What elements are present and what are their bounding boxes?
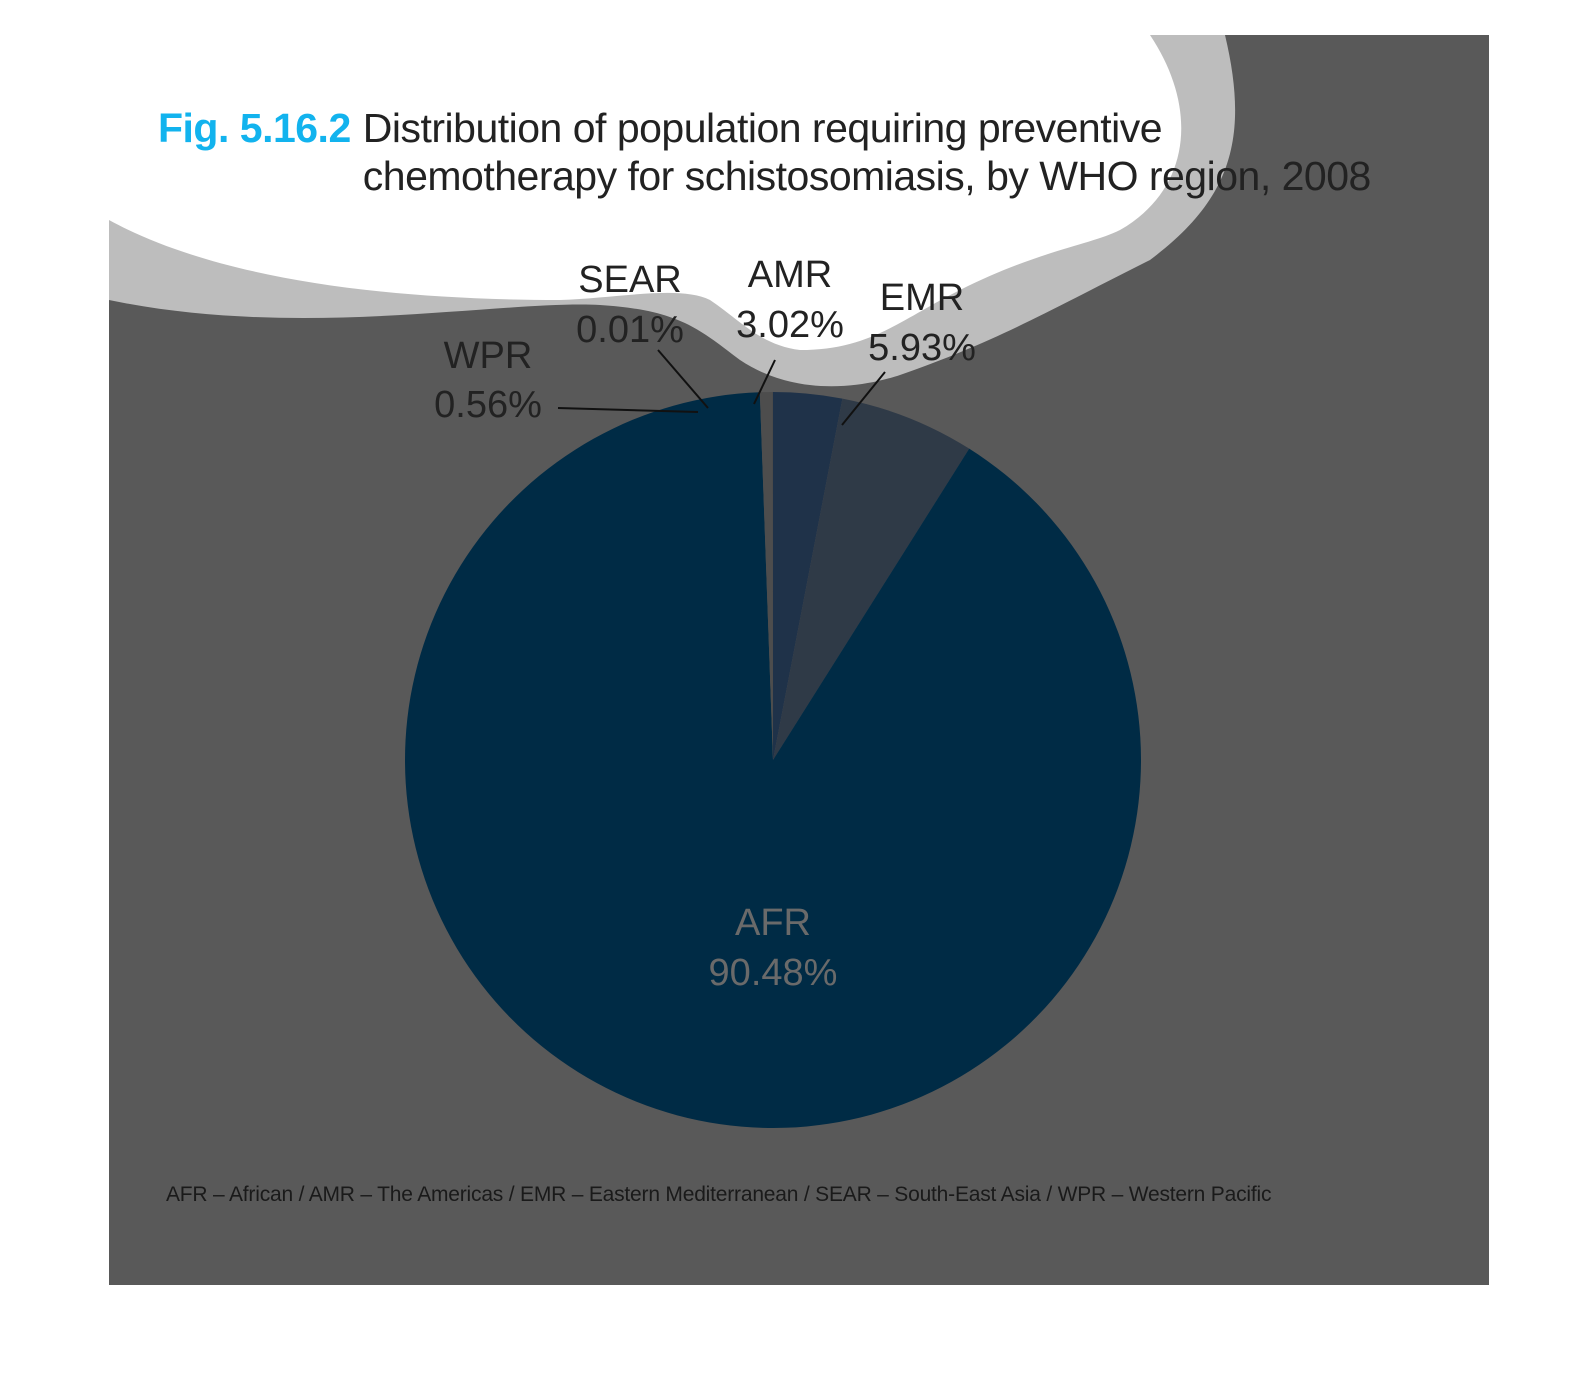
pie-slice-emr	[773, 398, 970, 760]
pie-slice-afr	[405, 392, 1142, 1129]
wave-white	[0, 0, 1182, 350]
pie-labels: AFR 90.48% WPR 0.56% SEAR 0.01% AMR 3.02% EMR 5.9…	[434, 254, 976, 994]
pie-slice-amr	[773, 392, 843, 760]
slice-label-wpr: WPR	[444, 335, 533, 377]
slice-label-amr: AMR	[748, 254, 832, 296]
region-abbreviations-footnote: AFR – African / AMR – The Americas / EMR…	[166, 1183, 1272, 1206]
slice-value-afr: 90.48%	[709, 952, 838, 994]
slice-value-wpr: 0.56%	[434, 384, 542, 426]
slice-label-afr: AFR	[735, 902, 811, 944]
figure-title: Fig. 5.16.2 Distribution of population re…	[158, 104, 1418, 200]
leader-line-amr	[753, 359, 776, 405]
pie-slice-wpr	[759, 392, 773, 760]
slice-label-sear: SEAR	[578, 259, 681, 301]
slice-value-emr: 5.93%	[868, 327, 976, 369]
figure-number: Fig. 5.16.2	[158, 105, 351, 151]
leader-line-wpr	[557, 407, 699, 413]
slice-value-sear: 0.01%	[576, 309, 684, 351]
slice-value-amr: 3.02%	[736, 304, 844, 346]
pie-chart	[405, 392, 1142, 1129]
slice-label-emr: EMR	[880, 277, 964, 319]
figure-title-text: Distribution of population requiring pre…	[362, 105, 1372, 199]
leader-line-sear	[657, 349, 709, 409]
leader-line-emr	[841, 371, 886, 426]
